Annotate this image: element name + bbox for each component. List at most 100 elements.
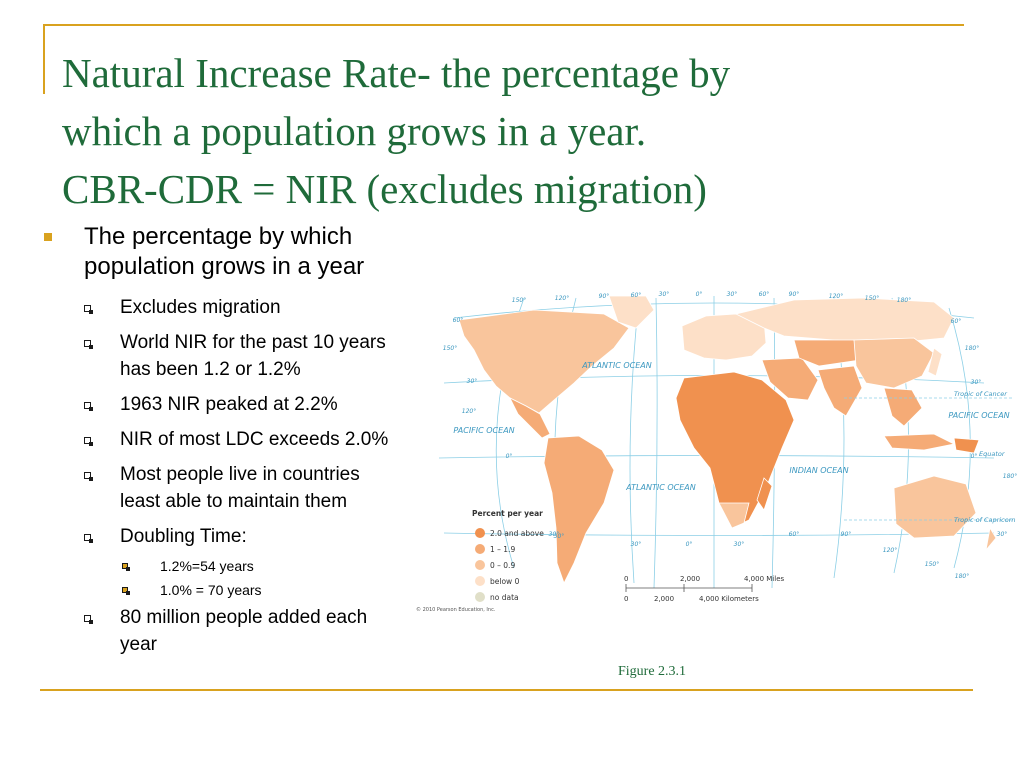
sub-bullet-text: 1963 NIR peaked at 2.2%	[120, 394, 338, 415]
central-america	[509, 397, 551, 439]
title-line-3: CBR-CDR = NIR (excludes migration)	[62, 166, 707, 212]
tropic-capricorn-label: Tropic of Capricorn	[954, 516, 1016, 524]
graticule-right-label: 180°	[1003, 473, 1017, 480]
atlantic-north-label: ATLANTIC OCEAN	[581, 361, 651, 370]
legend-swatch	[475, 576, 485, 586]
sub-bullet-list: Excludes migration World NIR for the pas…	[40, 294, 390, 658]
scale-miles-0: 0	[624, 575, 628, 583]
australia	[893, 475, 977, 539]
scale-km-0: 0	[624, 595, 628, 603]
scale-km-2: 4,000 Kilometers	[699, 595, 759, 603]
hollow-square-bullet-icon	[84, 402, 93, 411]
graticule-left-label: 60°	[453, 317, 464, 324]
sub-bullet-item: Doubling Time: 1.2%=54 years 1.0% = 70 y…	[40, 523, 390, 602]
doubling-time-item: 1.2%=54 years	[120, 554, 390, 578]
new-guinea	[953, 437, 980, 454]
graticule-top-label: 90°	[599, 293, 610, 300]
legend-label: 1 – 1.9	[490, 545, 515, 554]
scale-bar: 0 2,000 4,000 Miles 0 2,000 4,000 Kilome…	[624, 575, 785, 603]
frame-top-rule	[43, 24, 964, 26]
graticule-bottom-label: 120°	[883, 547, 897, 554]
equator-label: Equator	[979, 450, 1006, 458]
graticule-left-label: 150°	[443, 345, 457, 352]
hollow-square-bullet-icon	[84, 472, 93, 481]
frame-left-rule	[43, 24, 45, 94]
hollow-square-bullet-icon	[84, 305, 93, 314]
central-asia	[793, 339, 861, 367]
russia	[734, 297, 955, 344]
greenland	[608, 295, 655, 329]
graticule-left-label: 30°	[467, 378, 478, 385]
frame-bottom-rule	[40, 689, 973, 691]
sub-bullet-item: World NIR for the past 10 years has been…	[40, 329, 390, 383]
graticule-left-label: 0°	[506, 453, 513, 460]
graticule-left-label: 30°	[549, 531, 560, 538]
sub-bullet-item: Most people live in countries least able…	[40, 461, 390, 515]
slide-title: Natural Increase Rate- the percentage by…	[62, 44, 962, 218]
legend-swatch	[475, 592, 485, 602]
sub-bullet-text: Excludes migration	[120, 297, 281, 318]
legend-label: no data	[490, 593, 519, 602]
legend-label: below 0	[490, 577, 520, 586]
graticule-top-label: 180°	[897, 297, 911, 304]
graticule-top-label: 150°	[512, 297, 526, 304]
legend-label: 2.0 and above	[490, 529, 544, 538]
main-bullet: The percentage by which population grows…	[40, 222, 390, 282]
legend-swatch	[475, 544, 485, 554]
graticule-top-label: 60°	[631, 292, 642, 299]
tropic-cancer-label: Tropic of Cancer	[954, 390, 1008, 398]
indonesia	[883, 433, 956, 451]
graticule-bottom-label: 30°	[554, 533, 565, 540]
graticule-top-label: 120°	[555, 295, 569, 302]
graticule-bottom-label: 30°	[631, 541, 642, 548]
graticule-right-label: 30°	[971, 379, 982, 386]
hollow-square-bullet-icon	[84, 534, 93, 543]
sub-bullet-text: Most people live in countries least able…	[120, 464, 360, 512]
south-asia	[817, 365, 863, 417]
legend-swatch	[475, 528, 485, 538]
doubling-time-item: 1.0% = 70 years	[120, 578, 390, 602]
graticule-top-label: 90°	[789, 291, 800, 298]
graticule-right-label: 60°	[951, 318, 962, 325]
pacific-west-label: PACIFIC OCEAN	[453, 426, 514, 435]
graticule-bottom-label: 90°	[841, 531, 852, 538]
graticule-top-label: 30°	[659, 291, 670, 298]
new-zealand	[985, 526, 997, 552]
southern-africa	[718, 502, 750, 529]
graticule-right-label: 0°	[971, 453, 978, 460]
map-copyright: © 2010 Pearson Education, Inc.	[416, 606, 496, 613]
graticule-top-label: 30°	[727, 291, 738, 298]
hollow-square-bullet-icon	[84, 437, 93, 446]
southeast-asia	[883, 387, 923, 427]
sub-bullet-item: NIR of most LDC exceeds 2.0%	[40, 426, 390, 453]
graticule-top-label: 60°	[759, 291, 770, 298]
sub-bullet-text: NIR of most LDC exceeds 2.0%	[120, 429, 389, 450]
doubling-time-text: 1.2%=54 years	[160, 558, 254, 574]
madagascar	[756, 477, 773, 511]
graticule-top-label: 120°	[829, 293, 843, 300]
europe	[681, 313, 767, 361]
sub-bullet-item: Excludes migration	[40, 294, 390, 321]
atlantic-south-label: ATLANTIC OCEAN	[625, 483, 695, 492]
graticule-left-label: 120°	[462, 408, 476, 415]
pacific-east-label: PACIFIC OCEAN	[948, 411, 1009, 420]
graticule-top-label: 0°	[696, 291, 703, 298]
small-square-bullet-icon	[122, 587, 130, 595]
indian-ocean-label: INDIAN OCEAN	[789, 466, 848, 475]
legend-label: 0 – 0.9	[490, 561, 515, 570]
graticule-bottom-label: 150°	[925, 561, 939, 568]
sub-bullet-text: World NIR for the past 10 years has been…	[120, 332, 386, 380]
scale-miles-1: 2,000	[680, 575, 700, 583]
graticule-right-label: 30°	[997, 531, 1008, 538]
title-line-1: Natural Increase Rate- the percentage by	[62, 50, 731, 96]
scale-miles-2: 4,000 Miles	[744, 575, 785, 583]
north-america	[458, 309, 630, 414]
graticule-bottom-label: 180°	[955, 573, 969, 580]
graticule-bottom-label: 30°	[734, 541, 745, 548]
hollow-square-bullet-icon	[84, 340, 93, 349]
japan	[927, 347, 943, 377]
south-america	[543, 435, 615, 585]
figure-caption: Figure 2.3.1	[618, 664, 687, 679]
continents	[458, 295, 997, 585]
square-bullet-icon	[44, 233, 52, 241]
